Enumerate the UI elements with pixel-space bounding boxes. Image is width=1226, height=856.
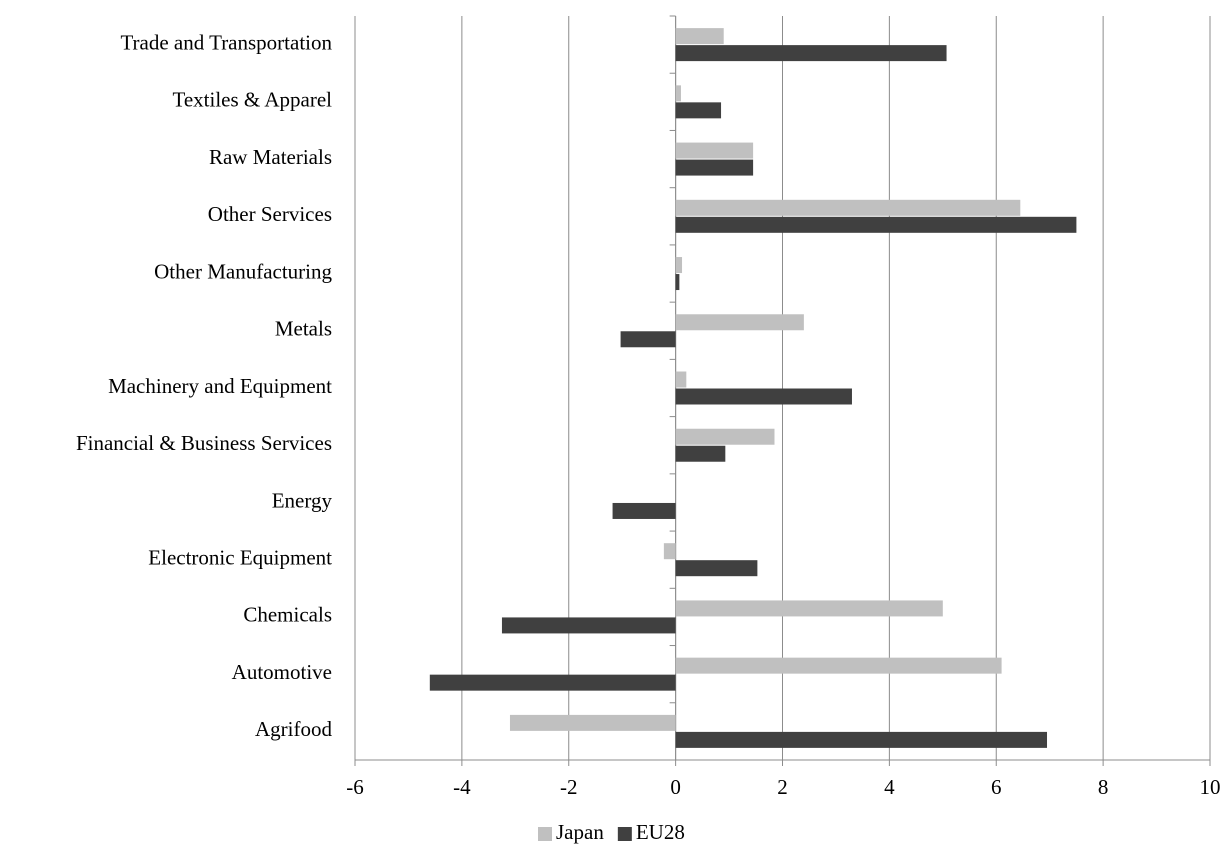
bar-japan	[675, 85, 681, 102]
category-label: Metals	[275, 317, 332, 341]
category-label: Raw Materials	[209, 145, 332, 169]
bar-eu28	[675, 388, 852, 405]
category-label: Chemicals	[243, 603, 332, 627]
bar-japan	[675, 28, 724, 45]
category-label: Machinery and Equipment	[108, 374, 332, 398]
bar-eu28	[675, 445, 726, 462]
x-tick-label: 10	[1200, 775, 1221, 799]
bar-eu28	[675, 102, 722, 119]
bar-eu28	[675, 731, 1048, 748]
x-tick-label: 6	[991, 775, 1002, 799]
bar-japan	[675, 314, 804, 331]
x-tick-label: 2	[777, 775, 788, 799]
bar-japan	[675, 428, 775, 445]
legend-label: Japan	[556, 820, 604, 844]
bar-japan	[675, 199, 1021, 216]
x-tick-label: 8	[1098, 775, 1109, 799]
legend-label: EU28	[636, 820, 685, 844]
category-label: Other Manufacturing	[154, 259, 332, 283]
category-label: Financial & Business Services	[76, 431, 332, 455]
bar-japan	[675, 371, 687, 388]
category-label: Textiles & Apparel	[173, 88, 333, 112]
category-label: Energy	[272, 488, 333, 512]
bar-japan	[509, 714, 676, 731]
bar-eu28	[675, 159, 754, 176]
bar-eu28	[675, 216, 1077, 233]
x-tick-label: 4	[884, 775, 895, 799]
bar-eu28	[675, 274, 680, 291]
category-label: Electronic Equipment	[148, 546, 332, 570]
x-tick-label: -6	[346, 775, 364, 799]
bar-eu28	[501, 617, 676, 634]
bar-japan	[675, 142, 754, 159]
x-tick-label: -2	[560, 775, 578, 799]
bar-eu28	[675, 45, 947, 62]
bar-eu28	[675, 560, 758, 577]
category-label: Automotive	[232, 660, 332, 684]
category-label: Agrifood	[255, 717, 332, 741]
bar-japan	[675, 657, 1002, 674]
bar-japan	[663, 543, 676, 560]
bar-japan	[675, 600, 943, 617]
bar-japan	[675, 257, 683, 274]
category-label: Trade and Transportation	[120, 30, 332, 54]
legend-swatch-eu28	[617, 827, 632, 841]
bar-eu28	[429, 674, 676, 691]
category-label: Other Services	[208, 202, 332, 226]
bar-eu28	[612, 502, 676, 519]
x-tick-label: -4	[453, 775, 471, 799]
x-tick-label: 0	[670, 775, 681, 799]
bar-eu28	[620, 331, 676, 348]
legend-swatch-japan	[538, 827, 552, 841]
